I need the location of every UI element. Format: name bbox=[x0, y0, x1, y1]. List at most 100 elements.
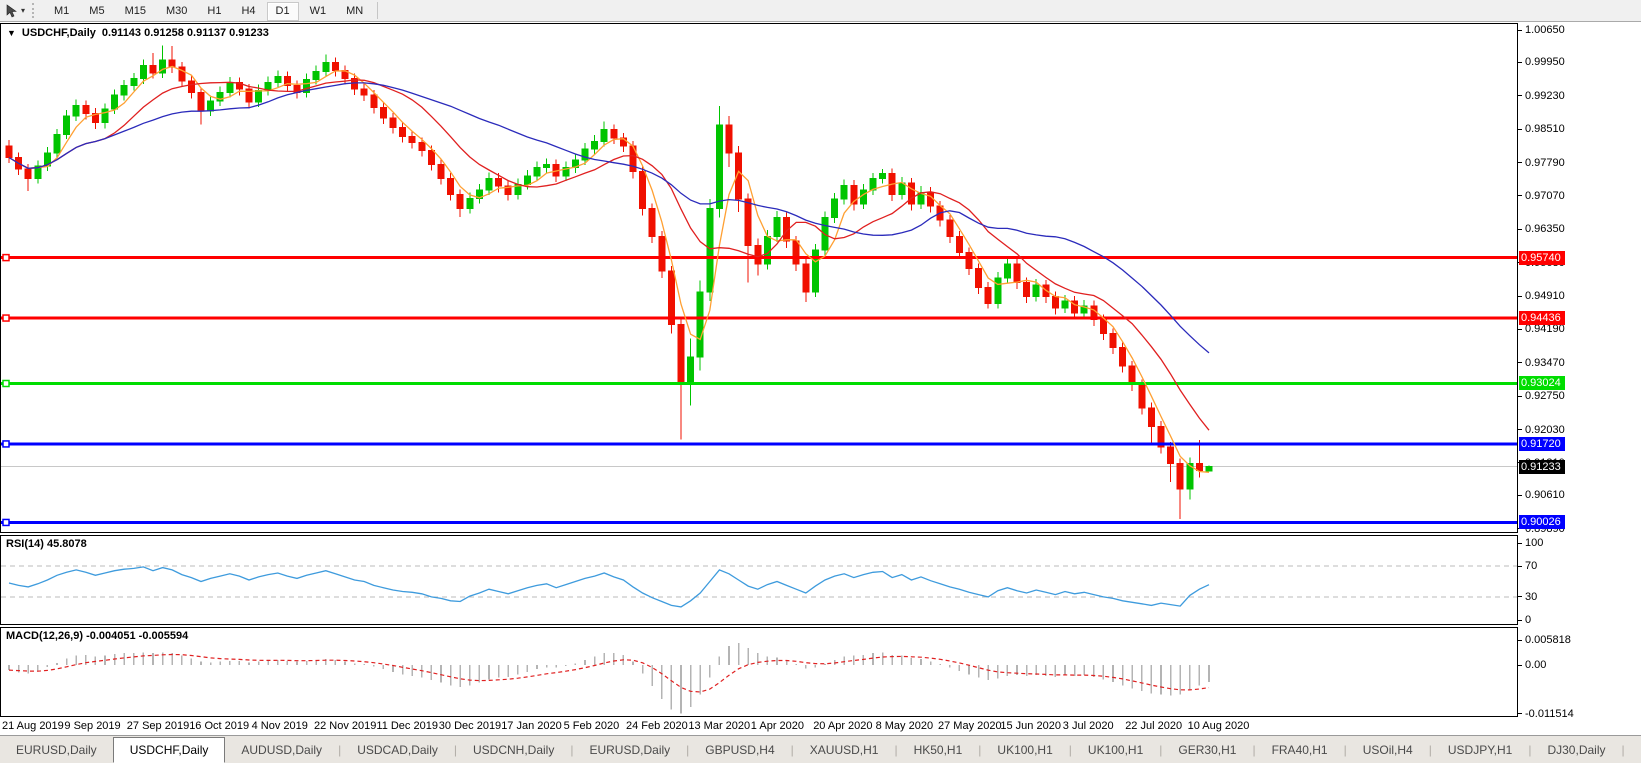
chart-tab-usoil-h4[interactable]: USOil,H4 bbox=[1362, 742, 1413, 757]
date-axis-label: 4 Nov 2019 bbox=[251, 720, 308, 732]
chart-tab-china300-h1[interactable]: CHINA300,H1 bbox=[1625, 736, 1641, 763]
candle-body bbox=[1109, 333, 1117, 349]
tab-separator: | bbox=[453, 742, 457, 757]
chart-tab-gbpusd-h4[interactable]: GBPUSD,H4 bbox=[705, 742, 775, 757]
chart-tab-usdjpy-h1[interactable]: USDJPY,H1 bbox=[1447, 742, 1513, 757]
rsi-axis-tick: 100 bbox=[1518, 537, 1543, 549]
candle-body bbox=[744, 198, 752, 247]
level-price-tag[interactable]: 0.95740 bbox=[1519, 250, 1565, 265]
date-axis-label: 5 Feb 2020 bbox=[563, 720, 620, 732]
tab-separator: | bbox=[570, 742, 574, 757]
macd-plot[interactable] bbox=[1, 628, 1517, 716]
date-axis-label: 13 Mar 2020 bbox=[688, 720, 751, 732]
candle-body bbox=[120, 85, 128, 96]
candle-body bbox=[437, 163, 445, 179]
chart-tab-eurusd-daily[interactable]: EURUSD,Daily bbox=[589, 742, 671, 757]
price-axis-tick: 0.90610 bbox=[1518, 489, 1565, 501]
timeframe-button-m1[interactable]: M1 bbox=[45, 2, 78, 21]
chart-tab-dj30-daily[interactable]: DJ30,Daily bbox=[1547, 742, 1606, 757]
date-axis[interactable]: 21 Aug 2019 9 Sep 2019 27 Sep 2019 16 Oct 2… bbox=[0, 717, 1518, 735]
date-axis-label: 22 Jul 2020 bbox=[1125, 720, 1183, 732]
level-price-tag[interactable]: 0.94436 bbox=[1519, 311, 1565, 326]
tab-separator: | bbox=[1528, 742, 1532, 757]
line-anchor-marker[interactable] bbox=[2, 379, 10, 388]
timeframe-button-h1[interactable]: H1 bbox=[198, 2, 230, 21]
date-axis-label: 1 Apr 2020 bbox=[750, 720, 805, 732]
candle-body bbox=[408, 136, 416, 144]
chart-tab-uk100-h1[interactable]: UK100,H1 bbox=[997, 742, 1053, 757]
price-axis-tick: 0.92750 bbox=[1518, 390, 1565, 402]
candle-body bbox=[1128, 365, 1136, 386]
dropdown-caret-icon: ▾ bbox=[21, 6, 26, 15]
timeframe-button-m15[interactable]: M15 bbox=[116, 2, 155, 21]
date-axis-label: 21 Aug 2019 bbox=[2, 720, 64, 732]
candle-body bbox=[763, 235, 771, 265]
timeframe-button-w1[interactable]: W1 bbox=[301, 2, 336, 21]
level-price-tag[interactable]: 0.91720 bbox=[1519, 436, 1565, 451]
tick-value: 0.97790 bbox=[1525, 156, 1565, 169]
timeframe-toolbar: ▾ M1 M5 M15 M30 H1 H4 D1 W1 MN bbox=[0, 0, 1641, 22]
candle-body bbox=[648, 207, 656, 237]
timeframe-button-m5[interactable]: M5 bbox=[80, 2, 113, 21]
price-axis[interactable]: 1.00650 0.99950 0.99230 0.98510 0.97790 0.970… bbox=[1518, 23, 1639, 535]
chart-title: ▼ USDCHF,Daily 0.91143 0.91258 0.91137 0… bbox=[7, 27, 269, 39]
candle-body bbox=[1099, 319, 1107, 335]
cursor-tool-button[interactable]: ▾ bbox=[2, 3, 28, 18]
tick-mark bbox=[1518, 565, 1522, 567]
line-anchor-marker[interactable] bbox=[2, 440, 10, 448]
candle-body bbox=[139, 65, 147, 80]
chart-tab-xauusd-h1[interactable]: XAUUSD,H1 bbox=[809, 742, 879, 757]
chart-tab-usdchf-daily[interactable]: USDCHF,Daily bbox=[112, 737, 226, 763]
candle-body bbox=[658, 235, 666, 272]
candle-body bbox=[178, 66, 186, 82]
tick-mark bbox=[1518, 228, 1522, 230]
date-axis-label: 22 Nov 2019 bbox=[314, 720, 377, 732]
timeframe-button-m30[interactable]: M30 bbox=[157, 2, 196, 21]
toolbar-grip-handle[interactable] bbox=[32, 3, 38, 18]
tick-value: 0.94910 bbox=[1525, 290, 1565, 303]
candle-body bbox=[984, 286, 992, 304]
current-price-tag[interactable]: 0.91233 bbox=[1519, 459, 1565, 474]
chart-tab-audusd-daily[interactable]: AUDUSD,Daily bbox=[241, 742, 323, 757]
rsi-panel[interactable]: RSI(14) 45.8078 bbox=[0, 535, 1518, 625]
candle-body bbox=[792, 240, 800, 265]
date-axis-label: 16 Oct 2019 bbox=[189, 720, 250, 732]
chart-tab-bar: EURUSD,Daily USDCHF,Daily AUDUSD,Daily | USD… bbox=[0, 735, 1641, 763]
candle-body bbox=[235, 81, 243, 90]
timeframe-button-d1[interactable]: D1 bbox=[266, 1, 299, 21]
candle-body bbox=[303, 79, 311, 94]
rsi-plot[interactable] bbox=[1, 536, 1517, 624]
chart-tab-hk50-h1[interactable]: HK50,H1 bbox=[913, 742, 963, 757]
line-anchor-marker[interactable] bbox=[2, 314, 10, 322]
macd-axis[interactable]: 0.005818 0.00 -0.011514 bbox=[1518, 627, 1639, 720]
candle-body bbox=[562, 167, 570, 177]
macd-panel[interactable]: MACD(12,26,9) -0.004051 -0.005594 bbox=[0, 627, 1518, 717]
candle-body bbox=[82, 105, 90, 114]
price-plot[interactable] bbox=[1, 24, 1517, 532]
chart-tab-eurusd-daily[interactable]: EURUSD,Daily bbox=[16, 742, 97, 757]
date-axis-label: 15 Jun 2020 bbox=[1000, 720, 1061, 732]
rsi-axis[interactable]: 100 70 30 0 bbox=[1518, 535, 1639, 626]
line-anchor-marker[interactable] bbox=[2, 518, 10, 527]
candle-body bbox=[1003, 263, 1011, 279]
candle-body bbox=[898, 182, 906, 196]
chart-tab-ger30-h1[interactable]: GER30,H1 bbox=[1178, 742, 1237, 757]
main-chart-panel[interactable]: ▼ USDCHF,Daily 0.91143 0.91258 0.91137 0… bbox=[0, 23, 1518, 533]
chart-tab-uk100-h1[interactable]: UK100,H1 bbox=[1087, 742, 1144, 757]
candle-body bbox=[600, 129, 608, 142]
chart-tab-usdcnh-daily[interactable]: USDCNH,Daily bbox=[473, 742, 555, 757]
chart-tab-fra40-h1[interactable]: FRA40,H1 bbox=[1271, 742, 1328, 757]
candle-body bbox=[111, 94, 119, 110]
candle-body bbox=[53, 133, 61, 154]
line-anchor-marker[interactable] bbox=[2, 253, 10, 262]
timeframe-button-h4[interactable]: H4 bbox=[232, 2, 264, 21]
chart-tab-usdcad-daily[interactable]: USDCAD,Daily bbox=[357, 742, 438, 757]
moving-average-slow bbox=[8, 82, 1210, 354]
tick-mark bbox=[1518, 429, 1522, 431]
candle-body bbox=[994, 277, 1002, 304]
level-price-tag[interactable]: 0.90026 bbox=[1519, 515, 1565, 530]
timeframe-button-mn[interactable]: MN bbox=[337, 2, 372, 21]
level-price-tag[interactable]: 0.93024 bbox=[1519, 376, 1565, 391]
price-axis-tick: 0.93470 bbox=[1518, 357, 1565, 369]
collapse-caret-icon[interactable]: ▼ bbox=[7, 28, 16, 38]
